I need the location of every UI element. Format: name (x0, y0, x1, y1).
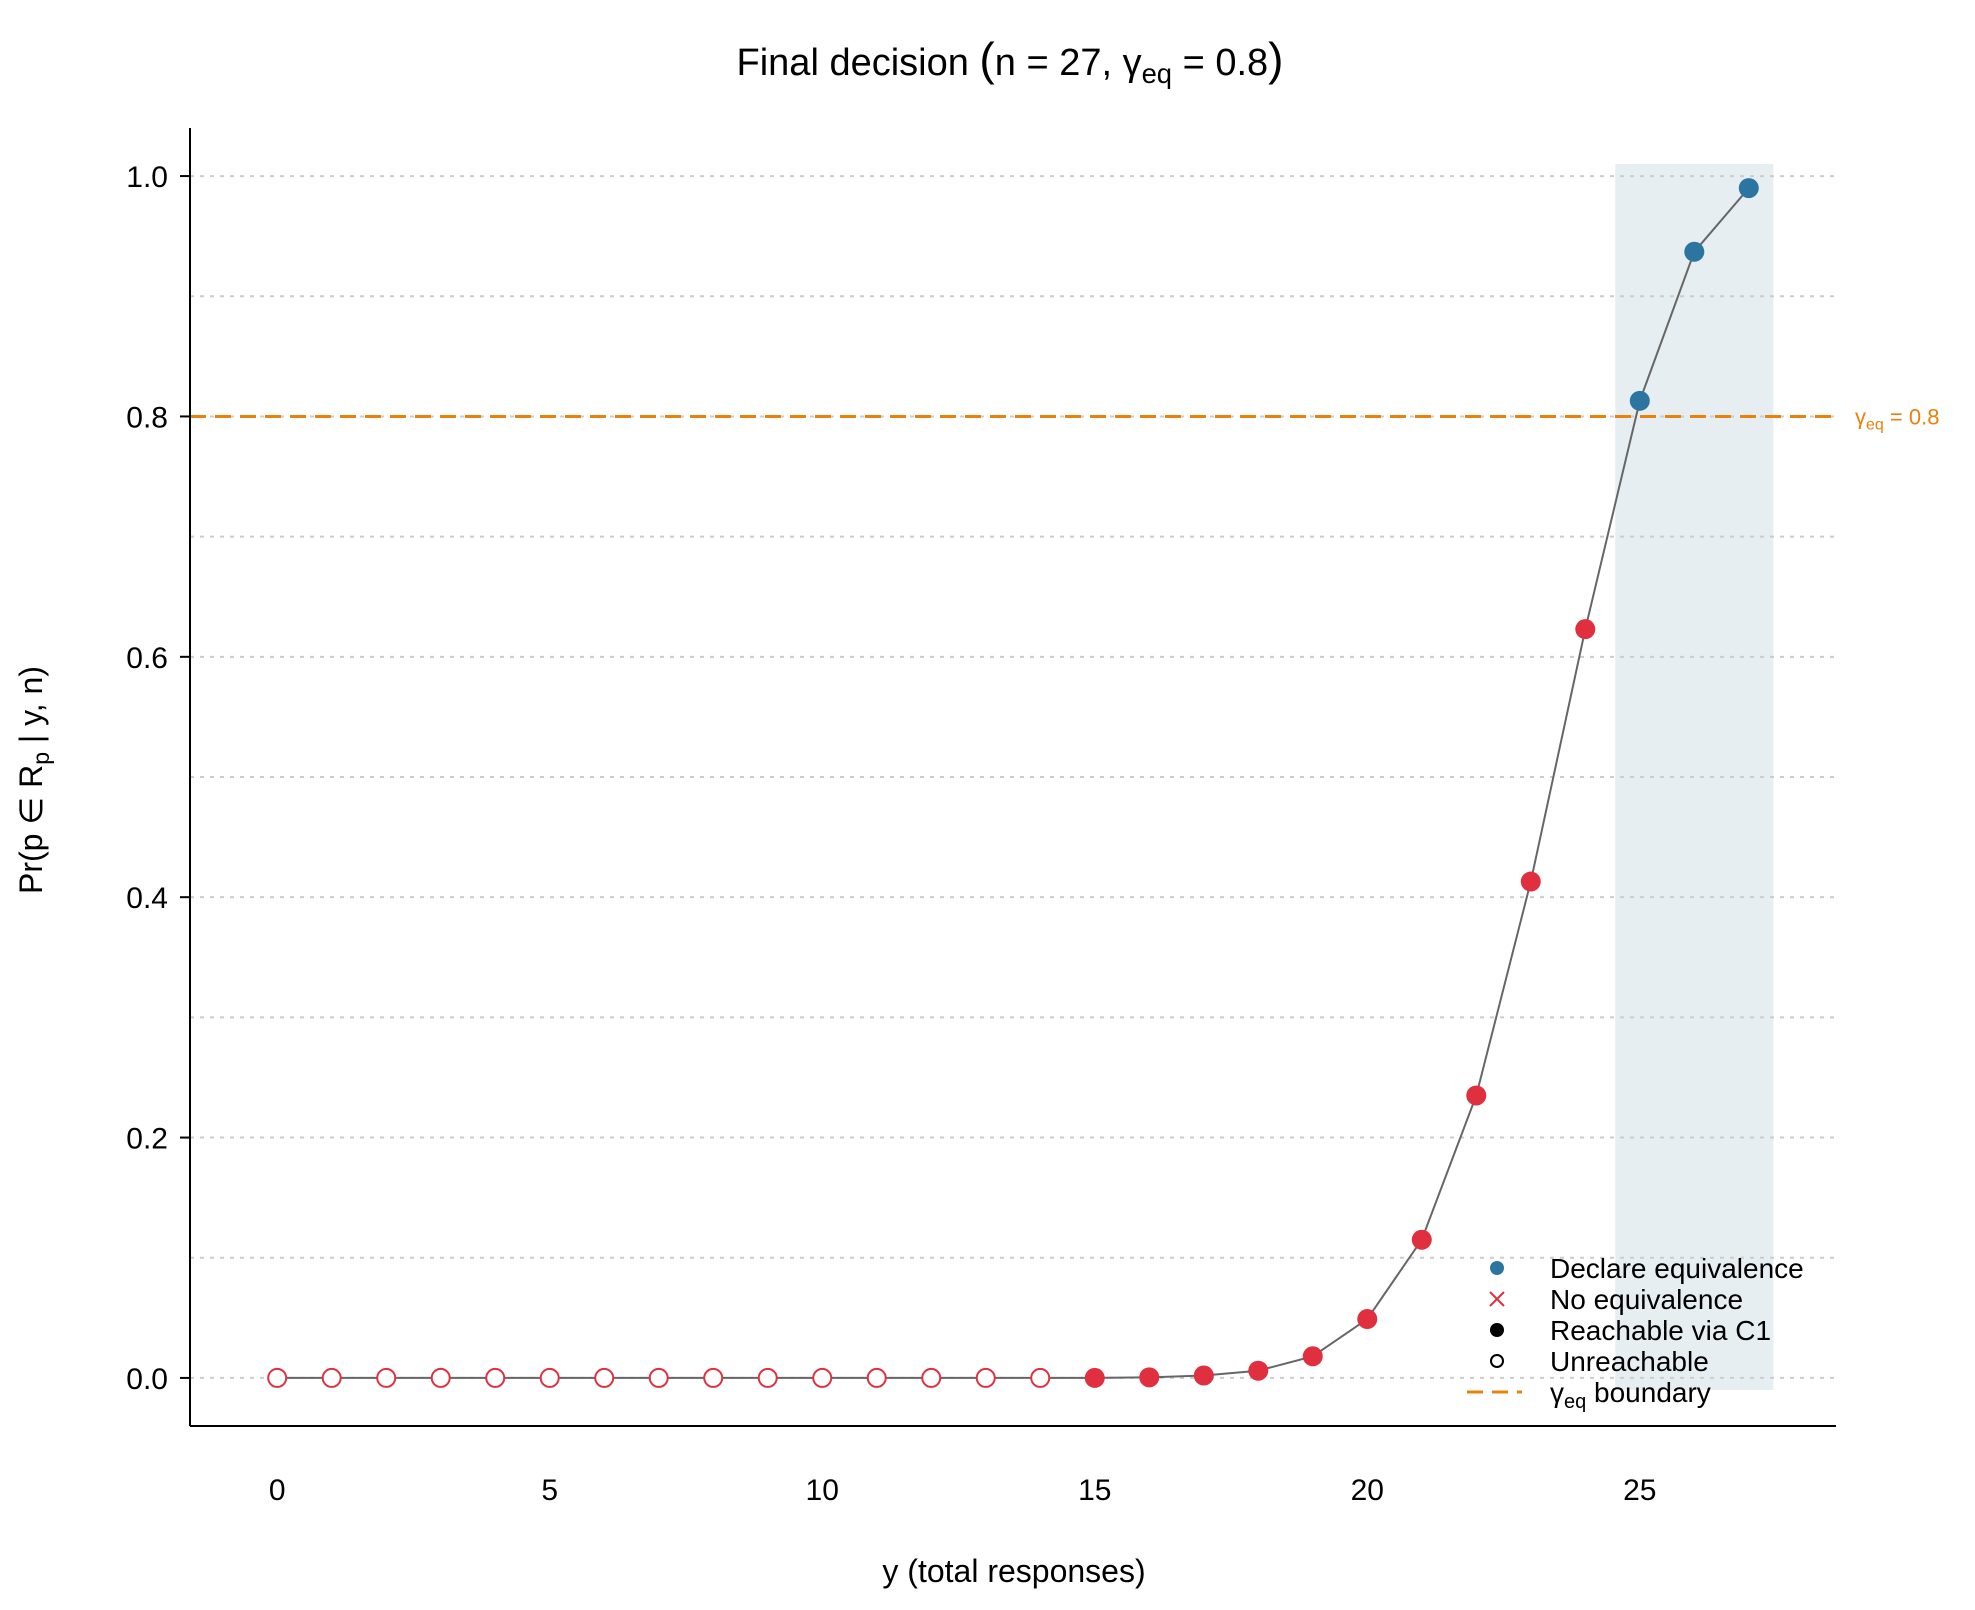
legend-boundary-gamma: γ (1550, 1377, 1564, 1408)
data-point (1738, 178, 1759, 199)
legend-symbol-no (1489, 1291, 1505, 1307)
y-tick-label: 0.6 (126, 642, 168, 675)
point-layer (267, 178, 1759, 1388)
data-point (485, 1367, 506, 1388)
data-point (1357, 1309, 1378, 1330)
data-point (594, 1367, 615, 1388)
x-axis-label: y (total responses) (882, 1553, 1145, 1589)
data-point (757, 1367, 778, 1388)
title-gamma: γ (1123, 42, 1142, 84)
data-point (1139, 1367, 1160, 1388)
legend-boundary-rest: boundary (1586, 1377, 1711, 1408)
data-point (1193, 1365, 1214, 1386)
legend-label-declare: Declare equivalence (1550, 1253, 1804, 1284)
legend-label-unreachable: Unreachable (1550, 1346, 1709, 1377)
shade-layer (1615, 164, 1774, 1390)
data-point (703, 1367, 724, 1388)
shaded-region (1615, 164, 1774, 1390)
data-point (1520, 871, 1541, 892)
title-n: n = 27, (995, 42, 1123, 84)
legend-symbol-declare (1490, 1261, 1504, 1275)
x-tick-label: 25 (1623, 1474, 1656, 1507)
legend-label-reachable: Reachable via C1 (1550, 1315, 1771, 1346)
data-point (1629, 390, 1650, 411)
legend-symbol-reachable (1490, 1323, 1504, 1337)
x-tick-label: 5 (541, 1474, 558, 1507)
data-point (1466, 1085, 1487, 1106)
data-point (648, 1367, 669, 1388)
data-point (812, 1367, 833, 1388)
title-prefix: Final decision (737, 42, 980, 84)
threshold-label-gamma: γ (1855, 404, 1866, 429)
data-point (1248, 1360, 1269, 1381)
y-label-post: | y, n) (13, 666, 49, 752)
data-point (430, 1367, 451, 1388)
y-tick-label: 1.0 (126, 161, 168, 194)
y-axis-label: Pr(p ∈ Rp | y, n) (13, 666, 54, 894)
legend-symbol-unreachable (1490, 1354, 1504, 1368)
legend-label-no: No equivalence (1550, 1284, 1743, 1315)
data-point (921, 1367, 942, 1388)
x-tick-label: 0 (269, 1474, 286, 1507)
x-tick-label: 10 (806, 1474, 839, 1507)
y-tick-label: 0.2 (126, 1123, 168, 1156)
threshold-label-sub: eq (1866, 416, 1884, 433)
y-label-pre: Pr(p ∈ R (13, 765, 49, 894)
data-point (376, 1367, 397, 1388)
legend-boundary-sub: eq (1564, 1391, 1586, 1413)
y-tick-label: 0.0 (126, 1363, 168, 1396)
grid-layer (190, 175, 1836, 1379)
threshold-label: γeq = 0.8 (1855, 404, 1939, 433)
title-paren-open: ( (979, 33, 995, 85)
legend-label-boundary: γeq boundary (1550, 1377, 1711, 1413)
y-label-sub: p (28, 752, 54, 765)
data-point (1084, 1367, 1105, 1388)
x-tick-label: 20 (1351, 1474, 1384, 1507)
data-point (1302, 1346, 1323, 1367)
threshold-label-value: = 0.8 (1884, 404, 1940, 429)
data-point (866, 1367, 887, 1388)
data-point (1684, 241, 1705, 262)
title-paren-close: ) (1268, 33, 1283, 85)
x-tick-label: 15 (1078, 1474, 1111, 1507)
y-tick-label: 0.8 (126, 401, 168, 434)
data-point (975, 1367, 996, 1388)
title-gamma-sub: eq (1142, 58, 1172, 89)
data-point (321, 1367, 342, 1388)
y-tick-label: 0.4 (126, 882, 168, 915)
data-point (1411, 1229, 1432, 1250)
threshold-layer: γeq = 0.8 (190, 404, 1939, 433)
line-layer (277, 187, 1750, 1379)
chart-title: Final decision (n = 27, γeq = 0.8) (737, 33, 1284, 89)
axis-layer: 0.0 0.2 0.4 0.6 0.8 1.0 0 5 10 15 20 25 (126, 128, 1836, 1507)
data-point (267, 1367, 288, 1388)
title-gamma-value: = 0.8 (1172, 42, 1268, 84)
series-line (277, 187, 1750, 1379)
data-point (1575, 619, 1596, 640)
data-point (1030, 1367, 1051, 1388)
data-point (539, 1367, 560, 1388)
